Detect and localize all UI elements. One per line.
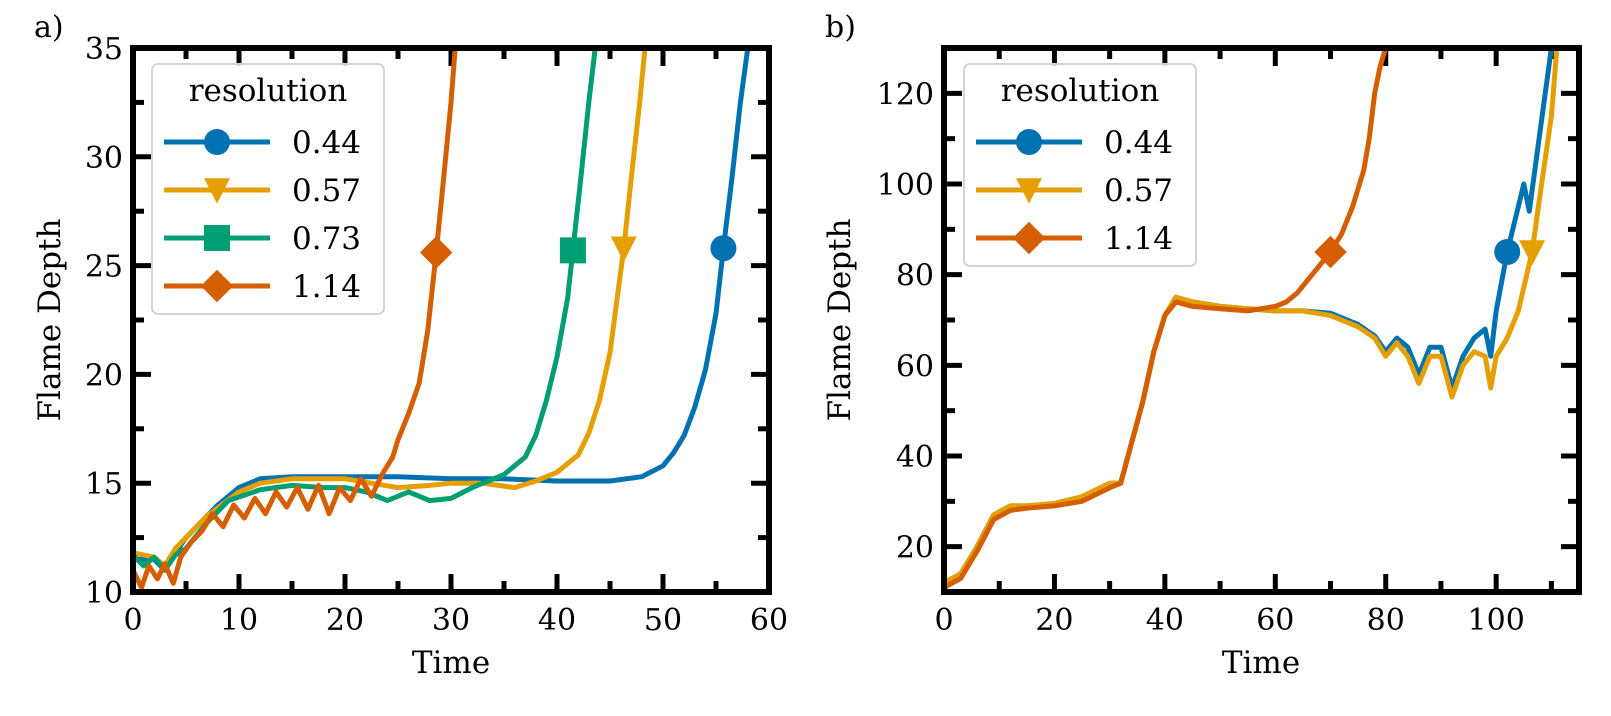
panel-label-a: a) [34, 10, 64, 45]
plot-frame [941, 45, 1582, 595]
legend-marker-1.14 [1012, 221, 1046, 255]
legend-title: resolution [189, 73, 348, 109]
y-tick-label: 20 [896, 531, 934, 566]
legend-marker-0.57 [1016, 178, 1042, 204]
series-line-0.73 [133, 48, 598, 573]
legend-label-0.57: 0.57 [292, 173, 361, 209]
series-marker-0.57 [610, 236, 637, 262]
x-tick-label: 10 [220, 603, 258, 638]
y-tick-label: 100 [877, 168, 934, 203]
y-tick-label: 80 [896, 259, 934, 294]
legend-box [963, 63, 1197, 267]
legend-label-1.14: 1.14 [1104, 221, 1173, 257]
series-marker-0.57 [1519, 240, 1546, 266]
legend-label-1.14: 1.14 [292, 269, 361, 305]
panel-label-b: b) [825, 10, 856, 45]
series-marker-1.14 [1314, 235, 1347, 269]
x-tick-label: 80 [1367, 603, 1405, 638]
x-tick-label: 20 [326, 603, 364, 638]
series-line-1.14 [133, 48, 458, 591]
x-tick-label: 60 [1256, 603, 1294, 638]
y-axis-label-a: Flame Depth [32, 218, 68, 421]
x-tick-label: 20 [1035, 603, 1073, 638]
y-tick-label: 60 [896, 349, 934, 384]
x-tick-label: 40 [1146, 603, 1184, 638]
y-tick-label: 30 [85, 141, 123, 176]
y-tick-label: 20 [85, 358, 123, 393]
series-marker-1.14 [419, 236, 453, 269]
legend: resolution 0.44 0.57 0.73 1.14 [151, 63, 385, 315]
legend-label-0.73: 0.73 [292, 221, 361, 257]
y-tick-label: 40 [896, 440, 934, 475]
legend-label-0.57: 0.57 [1104, 173, 1173, 209]
series-group [133, 48, 751, 591]
series-line-1.14 [944, 48, 1389, 590]
x-tick-label: 40 [538, 603, 576, 638]
plot-area-b: 0 20 40 60 80 100 20 40 60 80 100 120 resolution 0.44… [877, 45, 1582, 638]
legend-label-0.44: 0.44 [1104, 125, 1173, 161]
y-tick-label: 120 [877, 77, 934, 112]
x-axis-label-a: Time [412, 645, 490, 681]
x-tick-label: 100 [1468, 603, 1525, 638]
series-marker-0.44 [710, 235, 737, 262]
x-tick-label: 30 [432, 603, 470, 638]
x-tick-label: 0 [934, 603, 953, 638]
x-tick-label: 60 [750, 603, 788, 638]
legend: resolution 0.44 0.57 1.14 [963, 63, 1197, 267]
series-group [944, 48, 1560, 590]
chart-panel-a: a) 0 10 20 30 40 50 60101520253035resolution0.… [32, 10, 788, 681]
legend-title: resolution [1001, 73, 1160, 109]
y-tick-label: 10 [85, 576, 123, 611]
legend-marker-0.57 [204, 178, 230, 204]
legend-marker-0.73 [204, 225, 230, 251]
y-axis-label-b: Flame Depth [822, 218, 858, 421]
y-tick-label: 35 [85, 32, 123, 67]
x-axis-label-b: Time [1222, 645, 1300, 681]
series-marker-0.44 [1494, 239, 1521, 265]
legend-label-0.44: 0.44 [292, 125, 361, 161]
y-tick-label: 15 [85, 467, 123, 502]
plot-area-a: 0 10 20 30 40 50 60101520253035resolution0.440… [85, 32, 788, 638]
x-tick-label: 50 [644, 603, 682, 638]
plot-frame [130, 45, 772, 595]
y-tick-label: 25 [85, 250, 123, 285]
legend-marker-0.44 [204, 129, 230, 155]
series-marker-0.73 [559, 237, 586, 264]
x-tick-label: 0 [123, 603, 142, 638]
legend-marker-0.44 [1016, 129, 1042, 155]
legend-marker-1.14 [200, 269, 234, 303]
series-line-0.57 [944, 48, 1560, 586]
series-line-0.57 [133, 48, 648, 569]
